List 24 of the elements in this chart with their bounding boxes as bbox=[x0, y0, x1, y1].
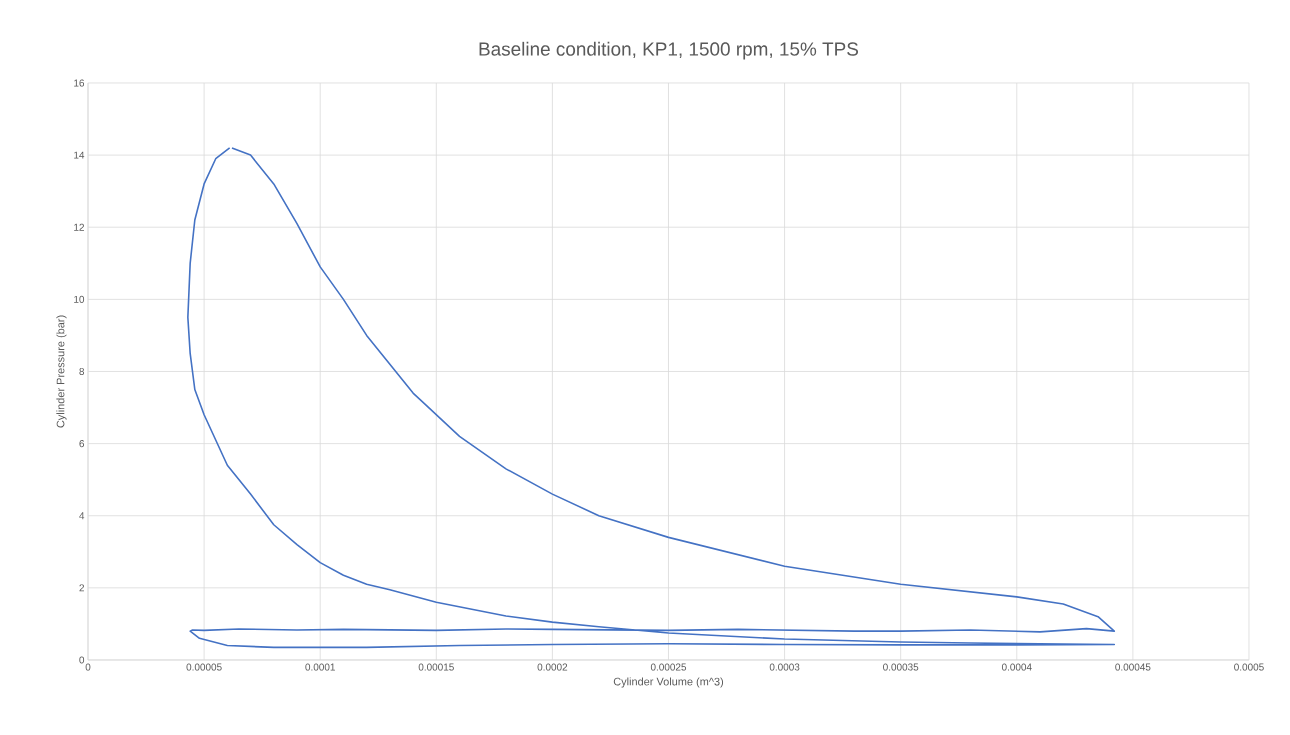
y-tick-label: 16 bbox=[74, 79, 85, 87]
y-tick-label: 12 bbox=[74, 223, 84, 231]
x-tick-label: 0.0004 bbox=[1001, 663, 1032, 671]
x-tick-label: 0.0001 bbox=[305, 663, 335, 671]
x-tick-label: 0.00035 bbox=[883, 663, 919, 671]
chart-title: Baseline condition, KP1, 1500 rpm, 15% TPS bbox=[479, 41, 859, 60]
y-tick-label: 14 bbox=[74, 151, 85, 159]
x-tick-label: 0.00015 bbox=[418, 663, 454, 671]
y-axis-title: Cylinder Pressure (bar) bbox=[56, 315, 67, 428]
x-axis-title: Cylinder Volume (m^3) bbox=[613, 677, 724, 688]
y-tick-label: 0 bbox=[79, 656, 85, 664]
line-series bbox=[187, 147, 1116, 649]
x-tick-label: 0 bbox=[85, 663, 91, 671]
y-tick-label: 2 bbox=[79, 584, 84, 592]
x-tick-label: 0.0003 bbox=[769, 663, 800, 671]
y-tick-label: 6 bbox=[79, 440, 85, 448]
x-tick-label: 0.00025 bbox=[650, 663, 687, 671]
y-tick-label: 10 bbox=[74, 295, 85, 303]
x-tick-label: 0.0005 bbox=[1234, 663, 1264, 671]
y-tick-label: 8 bbox=[79, 367, 85, 376]
x-tick-label: 0.0002 bbox=[537, 663, 568, 671]
x-tick-label: 0.00045 bbox=[1115, 663, 1151, 671]
y-tick-label: 4 bbox=[79, 512, 85, 520]
x-tick-label: 0.00005 bbox=[186, 663, 222, 671]
